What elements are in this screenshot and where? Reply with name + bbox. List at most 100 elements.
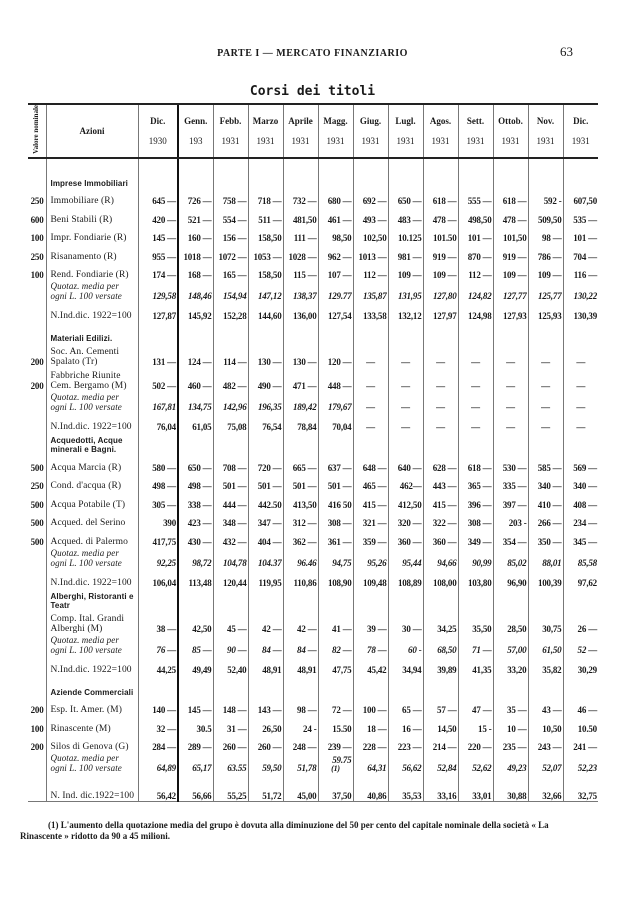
value-cell (527, 674, 563, 697)
value-text: 125,77 (537, 291, 562, 302)
value-text: 147,12 (257, 291, 282, 302)
value-text: 417,75 (152, 536, 176, 547)
value-cell: 120,44 (212, 567, 248, 588)
value-text: 30,29 (577, 664, 597, 675)
row-label: Comp. Ital. Grandi Alberghi (M) (45, 609, 138, 634)
value-cell: — (422, 367, 458, 392)
value-cell: 45 — (212, 609, 248, 634)
value-cell: 85,02 (492, 546, 528, 568)
value-text: 397 — (502, 499, 527, 510)
value-cell: 24 - (282, 715, 318, 734)
running-head: PARTE I — MERCATO FINANZIARIO (217, 48, 408, 59)
value-cell: 347 — (247, 509, 283, 529)
value-text: 41 — (332, 623, 352, 634)
value-cell: 443 — (422, 472, 458, 492)
value-text: 65,17 (192, 763, 212, 774)
value-cell: 34,25 (422, 609, 458, 634)
value-cell: 189,42 (282, 391, 318, 413)
value-cell (247, 432, 283, 455)
value-cell: 645 — (137, 187, 178, 207)
value-cell: 40,86 (352, 773, 388, 802)
value-text: 471 — (292, 381, 317, 392)
value-text: 49,23 (507, 763, 527, 774)
value-cell: 460 — (177, 367, 213, 392)
value-text: 396 — (467, 499, 492, 510)
value-text: 51,72 (262, 790, 282, 801)
value-cell: 138,37 (282, 280, 318, 302)
value-text: 108,90 (327, 577, 352, 588)
value-text: 962 — (327, 251, 352, 262)
value-text: 390 (163, 518, 176, 529)
value-cell: — (387, 367, 423, 392)
value-text: 85 — (192, 644, 212, 655)
value-text: 52,23 (577, 763, 597, 774)
value-text: 68,50 (437, 644, 457, 655)
valore-nominale-cell: 600 (30, 214, 44, 225)
value-text: 354 — (502, 536, 527, 547)
value-cell: 174 — (137, 261, 178, 281)
value-cell: 32,75 (562, 773, 598, 802)
value-text: 580 — (152, 462, 176, 473)
value-text: 228 — (362, 742, 387, 753)
value-text: 305 — (152, 499, 176, 510)
value-text: — (471, 422, 480, 433)
value-text: 501 — (292, 481, 317, 492)
value-cell: 98,72 (177, 546, 213, 568)
value-cell: 179,67 (317, 391, 353, 413)
page-title: Corsi dei titoli (249, 84, 376, 99)
value-text: 112 — (468, 270, 492, 281)
value-text: 404 — (257, 536, 282, 547)
value-cell: 112 — (457, 261, 493, 281)
value-text: — (366, 357, 375, 368)
value-text: 98 — (542, 233, 562, 244)
value-text: 322 — (432, 518, 457, 529)
table-row: 250 Cond. d'acqua (R) 498 — 498 — 501 — 501 —… (28, 472, 598, 492)
row-label: Quotaz. media per ogni L. 100 versate (45, 752, 138, 774)
value-text: 569 — (573, 462, 597, 473)
value-text: 501 — (257, 481, 282, 492)
value-text: 680 — (327, 196, 352, 207)
row-label: Acqued. del Serino (45, 509, 138, 529)
value-cell: 35 — (492, 696, 528, 716)
value-text: 502 — (152, 381, 176, 392)
value-text: 47,75 (332, 664, 352, 675)
table-row: 100 Rinascente (M) 32 — 30.5 31 — 26,50 24 - 15… (28, 715, 598, 734)
value-cell: 1028 — (282, 243, 318, 262)
value-cell: 111 — (282, 224, 318, 244)
value-cell: 42,50 (177, 609, 213, 634)
value-cell: 85,58 (562, 546, 598, 568)
value-text: 1072 — (218, 251, 247, 262)
value-cell: — (562, 367, 598, 392)
value-cell: 650 — (387, 187, 423, 207)
value-text: 108,89 (397, 577, 422, 588)
value-cell (137, 157, 178, 188)
value-text: 28,50 (507, 623, 527, 634)
value-cell (352, 674, 388, 697)
valore-nominale-cell: 500 (30, 536, 44, 547)
header-month: Magg. 1931 (317, 103, 353, 159)
value-cell (317, 587, 353, 610)
table-row: 200 Soc. An. Cementi Spalato (Tr) 131 — 124… (28, 343, 598, 368)
row-label: Acqued. di Palermo (45, 528, 138, 547)
value-text: 359 — (362, 536, 387, 547)
table-row: 100 Impr. Fondiarie (R) 145 — 160 — 156 — 158… (28, 224, 598, 244)
value-text: 129,58 (152, 291, 176, 302)
value-text: 76,54 (262, 422, 282, 433)
value-text: 461 — (327, 214, 352, 225)
header-year: 1931 (326, 135, 345, 146)
valore-nominale-cell (28, 588, 46, 610)
value-text: 347 — (257, 518, 282, 529)
value-cell: 108,00 (422, 567, 458, 588)
value-cell: 48,91 (247, 654, 283, 675)
value-text: 52,07 (542, 763, 562, 774)
value-cell (137, 587, 178, 610)
row-label: Materiali Edilizi. (45, 321, 138, 344)
valore-nominale-cell (28, 752, 46, 773)
value-cell: 42 — (247, 609, 283, 634)
value-cell: — (352, 412, 388, 433)
row-label: Acqua Marcia (R) (45, 454, 138, 473)
value-text: 158,50 (257, 233, 282, 244)
value-cell (212, 587, 248, 610)
header-month-name: Aprile (288, 115, 313, 126)
value-text: 96,90 (507, 577, 527, 588)
